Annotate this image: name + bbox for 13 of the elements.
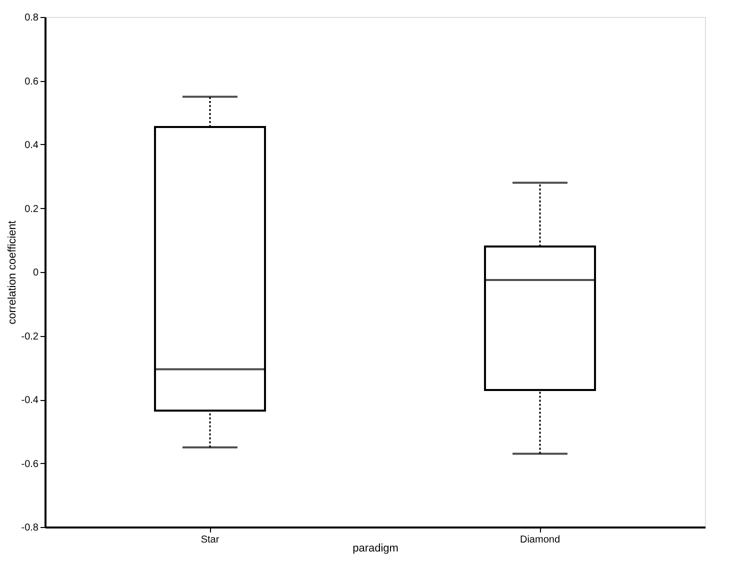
y-tick-label: 0.2: [24, 204, 39, 215]
x-axis-title: paradigm: [352, 542, 398, 554]
y-tick-label: 0.4: [24, 140, 39, 151]
y-tick-label: 0.6: [24, 76, 39, 88]
y-tick-label: 0.8: [24, 12, 39, 24]
y-tick-label: 0: [32, 268, 39, 278]
y-axis-title: correlation coefficient: [6, 220, 18, 324]
y-tick-label: -0.6: [21, 458, 39, 470]
y-tick-label: -0.2: [21, 331, 39, 342]
y-tick-label: -0.4: [21, 395, 39, 406]
y-tick-label: -0.8: [21, 522, 39, 534]
x-tick-label: Star: [200, 534, 220, 546]
x-tick-label: Diamond: [520, 534, 560, 546]
